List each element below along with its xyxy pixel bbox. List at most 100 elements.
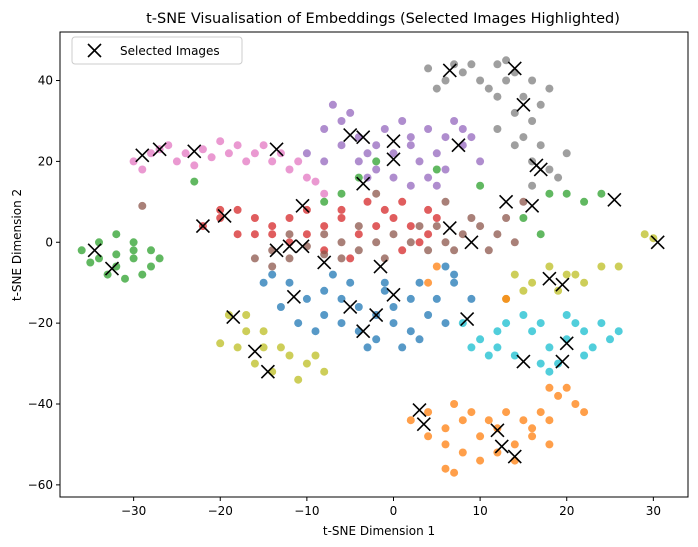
x-axis-label: t-SNE Dimension 1 (323, 524, 435, 538)
scatter-point-gray (493, 125, 502, 133)
scatter-point-cyan (580, 327, 589, 336)
scatter-point-cyan (536, 359, 545, 368)
selected-image-marker (516, 354, 531, 369)
scatter-point-gray (450, 60, 459, 69)
selected-image-marker (542, 271, 557, 286)
scatter-point-orange (580, 408, 589, 417)
scatter-point-brown (441, 238, 450, 247)
selected-image-marker (499, 194, 514, 209)
selected-image-marker (269, 142, 284, 157)
scatter-point-brown (484, 246, 493, 255)
scatter-point-pink (242, 157, 251, 166)
scatter-point-olive (545, 262, 554, 271)
scatter-point-purple (354, 157, 363, 166)
scatter-point-brown (510, 238, 519, 247)
scatter-point-gray (519, 92, 528, 101)
scatter-point-brown (302, 242, 311, 251)
scatter-point-purple (441, 133, 450, 142)
scatter-point-cyan (536, 319, 545, 328)
scatter-point-blue (432, 294, 441, 303)
scatter-point-green (432, 165, 441, 174)
scatter-point-gray (467, 60, 476, 69)
scatter-point-cyan (502, 319, 511, 328)
scatter-point-green (129, 246, 138, 255)
selected-image-marker (555, 277, 570, 292)
scatter-point-red (346, 254, 355, 263)
scatter-point-purple (363, 173, 372, 182)
selected-image-marker (386, 287, 401, 302)
selected-image-marker (464, 235, 479, 250)
scatter-point-blue (415, 278, 424, 287)
selected-image-marker (286, 289, 301, 304)
scatter-point-purple (337, 117, 346, 125)
scatter-point-cyan (519, 311, 528, 319)
scatter-point-blue (302, 294, 311, 303)
selected-image-marker (295, 198, 310, 213)
selected-markers-layer (87, 61, 665, 464)
scatter-point-orange (450, 468, 459, 477)
selected-image-marker (607, 192, 622, 207)
scatter-point-brown (372, 189, 381, 198)
scatter-point-orange (545, 440, 554, 449)
scatter-point-cyan (545, 343, 554, 352)
scatter-point-gray (432, 84, 441, 93)
scatter-point-brown (320, 230, 329, 239)
scatter-points-layer (77, 56, 658, 477)
scatter-point-green (476, 181, 485, 190)
scatter-point-purple (476, 157, 485, 166)
scatter-point-brown (424, 246, 433, 255)
scatter-point-purple (320, 125, 329, 133)
scatter-point-orange (545, 416, 554, 425)
selected-image-marker (507, 61, 522, 76)
scatter-point-olive (519, 286, 528, 295)
selected-image-marker (386, 134, 401, 149)
scatter-point-cyan (467, 343, 476, 352)
scatter-point-blue (276, 303, 285, 311)
scatter-point-cyan (597, 319, 606, 328)
x-tick-label: −20 (208, 504, 233, 518)
y-tick-label: −60 (28, 478, 53, 492)
selected-image-marker (226, 309, 241, 325)
scatter-point-orange (545, 383, 554, 392)
selected-image-marker (195, 219, 210, 234)
scatter-point-red (337, 214, 346, 222)
selected-image-marker (559, 336, 574, 351)
scatter-point-orange (424, 408, 433, 417)
scatter-point-brown (502, 214, 511, 222)
scatter-point-brown (285, 254, 294, 263)
scatter-point-blue (424, 311, 433, 319)
scatter-point-blue (415, 335, 424, 344)
scatter-point-cyan (580, 351, 589, 360)
scatter-point-brown (493, 230, 502, 239)
scatter-point-blue (328, 270, 337, 279)
scatter-point-purple (363, 149, 372, 158)
scatter-point-olive (294, 375, 303, 384)
x-tick-label: −10 (294, 504, 319, 518)
y-tick-label: 20 (38, 154, 53, 168)
scatter-point-orange (493, 424, 502, 433)
scatter-point-pink (311, 177, 320, 186)
y-tick-label: 40 (38, 74, 53, 88)
scatter-point-cyan (476, 335, 485, 344)
scatter-point-blue (467, 294, 476, 303)
scatter-point-gray (545, 84, 554, 93)
scatter-point-brown (337, 254, 346, 263)
scatter-point-purple (320, 157, 329, 166)
scatter-point-purple (432, 181, 441, 190)
selected-image-marker (507, 449, 522, 464)
scatter-point-green (147, 262, 155, 271)
scatter-point-cyan (554, 359, 563, 368)
selected-image-marker (451, 138, 466, 153)
x-tick-label: 20 (559, 504, 574, 518)
scatter-point-blue (354, 327, 363, 336)
scatter-point-cyan (606, 335, 614, 344)
x-tick-label: 0 (390, 504, 398, 518)
selected-image-marker (386, 152, 401, 167)
scatter-point-green (112, 230, 121, 239)
scatter-point-gray (476, 76, 485, 85)
plot-frame (59, 31, 689, 498)
scatter-point-red (250, 214, 259, 222)
scatter-point-gray (502, 76, 511, 85)
scatter-point-olive (242, 311, 251, 319)
scatter-point-olive (276, 343, 285, 352)
